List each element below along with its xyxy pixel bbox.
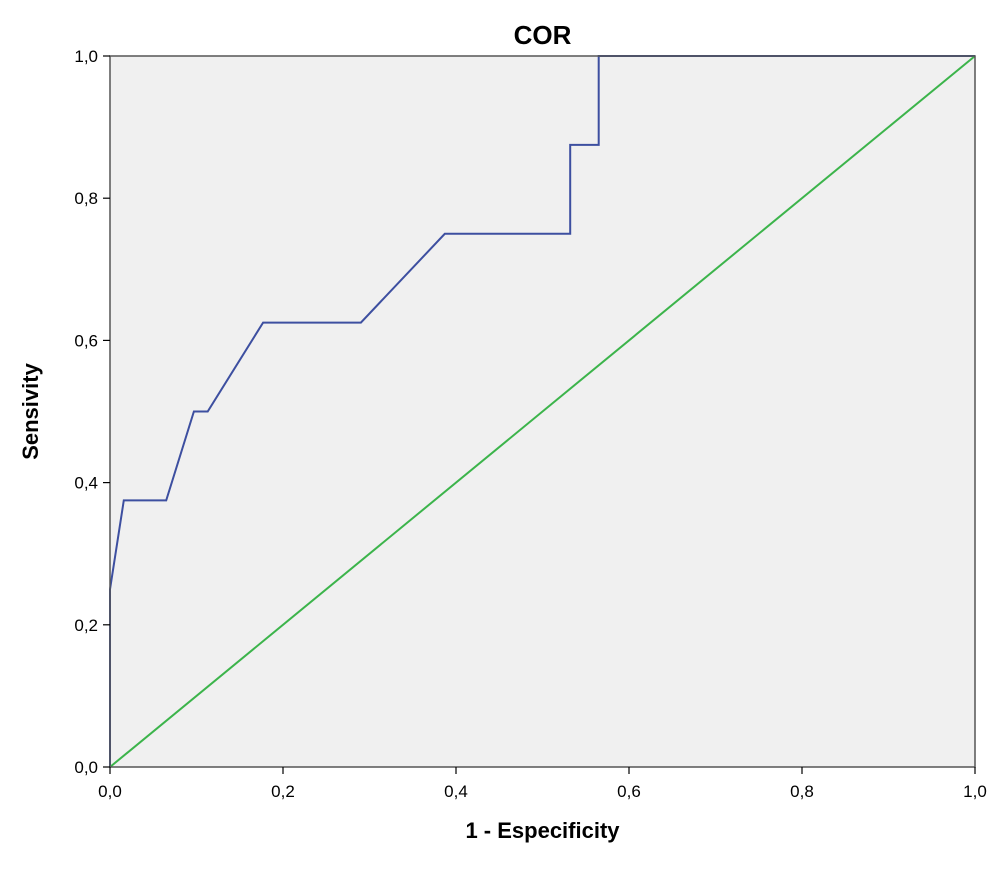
series-layer [109,55,976,768]
x-tick-label: 1,0 [963,782,987,801]
y-axis-title: Sensivity [18,362,43,459]
roc-curve-line [109,55,975,767]
y-tick-label: 0,8 [74,189,98,208]
reference-diagonal-line [109,55,976,768]
plot-frame [109,55,976,768]
x-tick-label: 0,4 [444,782,468,801]
x-axis-title: 1 - Especificity [465,818,620,843]
x-tick-label: 0,2 [271,782,295,801]
y-axis: 0,0 0,2 0,4 0,6 0,8 1,0 [74,47,110,777]
x-axis: 0,0 0,2 0,4 0,6 0,8 1,0 [98,767,987,801]
y-tick-label: 1,0 [74,47,98,66]
y-tick-label: 0,4 [74,474,98,493]
y-tick-label: 0,2 [74,616,98,635]
y-tick-label: 0,6 [74,331,98,350]
chart-title: COR [514,20,572,50]
x-tick-label: 0,0 [98,782,122,801]
x-tick-label: 0,6 [617,782,641,801]
x-tick-label: 0,8 [790,782,814,801]
y-tick-label: 0,0 [74,758,98,777]
